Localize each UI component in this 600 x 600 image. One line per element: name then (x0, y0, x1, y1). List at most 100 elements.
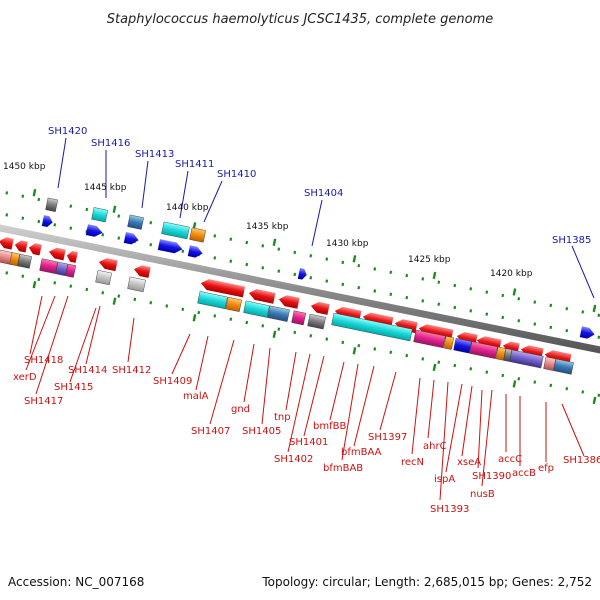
reverse-gene-label[interactable]: xseA (457, 457, 481, 468)
outer-tick-dot (469, 287, 473, 291)
leader-line (171, 333, 191, 375)
reverse-gene-label[interactable]: SH1407 (191, 426, 230, 437)
genome-backbone (0, 224, 600, 354)
reverse-gene-label[interactable]: malA (183, 391, 209, 402)
reverse-gene-label[interactable]: gnd (231, 404, 250, 415)
reverse-cog-box (127, 276, 146, 293)
outer-rev-tick-dot (53, 281, 57, 285)
outer-rev-tick-dot (261, 324, 265, 328)
leader-line (445, 383, 463, 473)
outer-rev-tick-dot (325, 337, 329, 341)
reverse-gene-label[interactable]: bfmBAB (323, 463, 363, 474)
leader-line (427, 379, 435, 439)
forward-gene-label[interactable]: SH1416 (91, 138, 130, 149)
outer-tick-dot (69, 204, 73, 208)
outer-rev-tick-dot (453, 363, 457, 368)
reverse-cog-box (413, 329, 446, 349)
reverse-gene-label[interactable]: accC (498, 454, 522, 465)
reverse-gene-label[interactable]: tnp (274, 412, 291, 423)
inner-tick-dot (389, 292, 393, 296)
reverse-cog-box (55, 261, 69, 277)
leader-line (141, 160, 149, 209)
reverse-gene-label[interactable]: SH1397 (368, 432, 407, 443)
forward-gene-label[interactable]: SH1420 (48, 126, 87, 137)
outer-tick-dot (533, 300, 537, 304)
reverse-gene-label[interactable]: SH1390 (472, 471, 511, 482)
reverse-gene-arrow (278, 295, 300, 309)
reverse-gene-label[interactable]: SH1412 (112, 365, 151, 376)
forward-gene-arrow (579, 326, 595, 339)
outer-tick-dot (85, 207, 89, 212)
outer-tick-dot (37, 197, 41, 202)
outer-rev-tick-dot (69, 284, 73, 288)
inner-tick-dot (309, 276, 313, 280)
major-tick (32, 189, 37, 197)
reverse-gene-label[interactable]: SH1418 (24, 355, 63, 366)
inner-tick-dot (341, 282, 345, 287)
reverse-gene-label[interactable]: SH1402 (274, 454, 313, 465)
forward-gene-label[interactable]: SH1385 (552, 235, 591, 246)
reverse-gene-label[interactable]: SH1393 (430, 504, 469, 515)
reverse-gene-label[interactable]: SH1409 (153, 376, 192, 387)
inner-tick-dot (261, 266, 265, 270)
major-tick (512, 288, 517, 296)
reverse-cog-box (307, 313, 326, 330)
leader-line (285, 351, 297, 411)
major-tick (192, 314, 197, 322)
reverse-gene-label[interactable]: ahrC (423, 441, 447, 452)
outer-tick-dot (149, 221, 153, 225)
reverse-gene-label[interactable]: ispA (434, 474, 455, 485)
outer-rev-tick-dot (117, 294, 121, 298)
reverse-gene-label[interactable]: SH1405 (242, 426, 281, 437)
outer-tick-dot (405, 273, 409, 278)
reverse-cog-box (225, 296, 242, 312)
reverse-gene-label[interactable]: bmfBB (313, 421, 346, 432)
reverse-cog-box (291, 310, 306, 326)
reverse-gene-label[interactable]: SH1415 (54, 382, 93, 393)
outer-tick-dot (245, 240, 249, 245)
kbp-label: 1435 kbp (246, 222, 289, 232)
inner-tick-dot (549, 325, 553, 330)
reverse-gene-label[interactable]: bfmBAA (341, 447, 382, 458)
reverse-gene-label[interactable]: SH1417 (24, 396, 63, 407)
leader-line (25, 295, 56, 371)
outer-tick-dot (373, 267, 377, 271)
outer-rev-tick-dot (101, 291, 105, 295)
forward-cog-box (189, 227, 206, 243)
inner-tick-dot (405, 295, 409, 300)
major-tick (192, 222, 197, 230)
leader-line (571, 245, 595, 299)
forward-gene-label[interactable]: SH1410 (217, 169, 256, 180)
leader-line (57, 137, 67, 189)
forward-gene-label[interactable]: SH1413 (135, 149, 174, 160)
leader-line (561, 403, 585, 457)
forward-gene-arrow (85, 224, 103, 237)
outer-tick-dot (581, 310, 585, 314)
reverse-gene-label[interactable]: efp (538, 463, 554, 474)
outer-rev-tick-dot (501, 373, 505, 378)
leader-line (203, 180, 223, 223)
forward-gene-label[interactable]: SH1404 (304, 188, 343, 199)
leader-line (35, 295, 69, 395)
leader-line (481, 389, 493, 487)
reverse-gene-label[interactable]: xerD (13, 372, 37, 383)
leader-line (461, 385, 473, 457)
leader-line (243, 343, 255, 403)
inner-tick-dot (565, 328, 569, 333)
forward-cog-box (127, 214, 144, 230)
inner-tick-dot (117, 236, 121, 240)
reverse-gene-label[interactable]: recN (401, 457, 424, 468)
major-tick (272, 238, 277, 246)
reverse-gene-label[interactable]: accB (512, 468, 536, 479)
reverse-cog-box (469, 341, 498, 359)
reverse-cog-box (65, 263, 77, 278)
reverse-gene-label[interactable]: SH1401 (289, 437, 328, 448)
reverse-gene-label[interactable]: SH1414 (68, 365, 107, 376)
reverse-cog-box (453, 338, 472, 354)
reverse-gene-label[interactable]: nusB (470, 489, 495, 500)
outer-tick-dot (277, 247, 281, 251)
outer-tick-dot (485, 290, 489, 294)
inner-tick-dot (213, 256, 217, 260)
forward-gene-label[interactable]: SH1411 (175, 159, 214, 170)
reverse-gene-label[interactable]: SH1386 (563, 455, 600, 466)
